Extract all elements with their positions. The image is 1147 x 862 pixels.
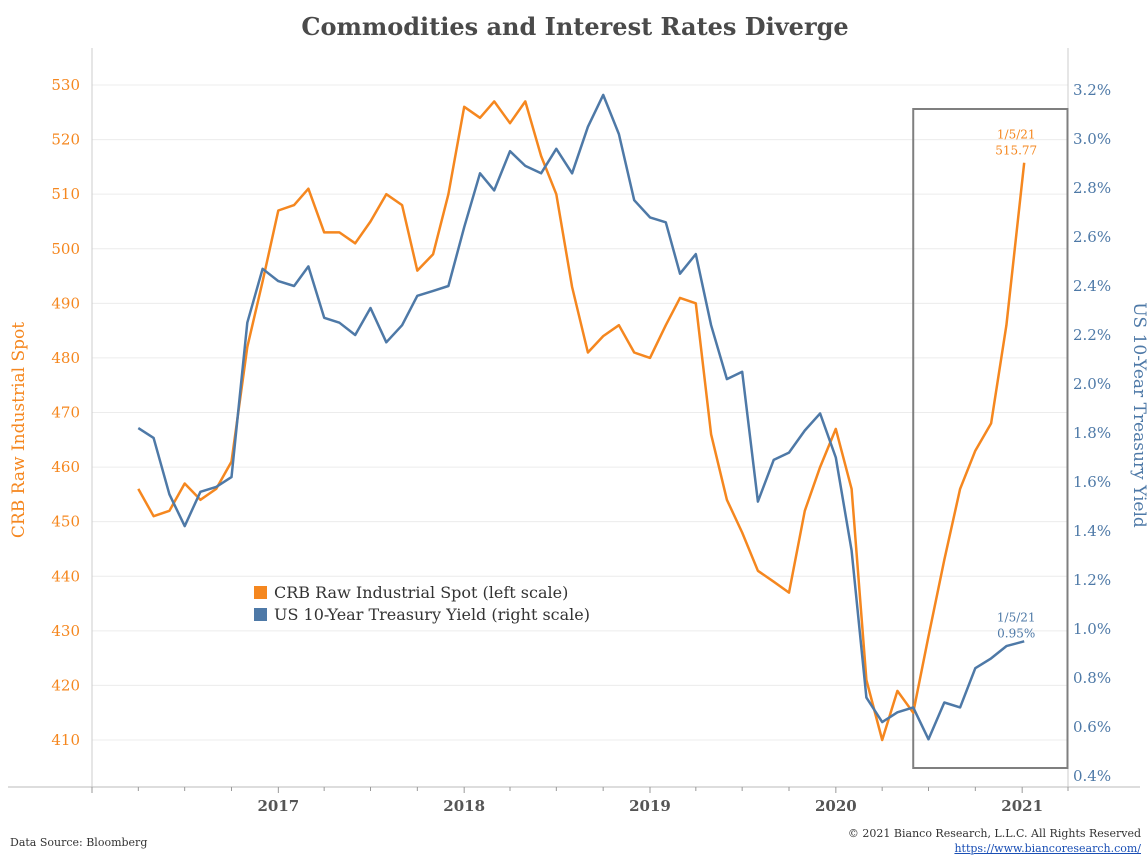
x-tick-label: 2017 (257, 797, 299, 815)
y-right-tick-label: 3.2% (1073, 81, 1111, 99)
highlight-box (912, 108, 1069, 769)
y-left-tick-label: 420 (51, 676, 80, 694)
annotation-date: 1/5/21 (997, 610, 1036, 624)
annotation-date: 1/5/21 (997, 128, 1036, 142)
series-layer (137, 93, 1026, 742)
website-link[interactable]: https://www.biancoresearch.com/ (954, 842, 1141, 855)
annotation-layer: 1/5/21 515.77 1/5/21 0.95% (995, 128, 1037, 641)
annotation-value: 0.95% (997, 626, 1035, 640)
x-tick-label: 2020 (815, 797, 857, 815)
y-right-tick-label: 1.6% (1073, 473, 1111, 491)
treasury-yield-line (137, 93, 1025, 741)
y-left-tick-label: 460 (51, 458, 80, 476)
y-left-tick-label: 520 (51, 131, 80, 149)
legend-swatch (254, 608, 267, 621)
y-left-tick-label: 410 (51, 731, 80, 749)
highlight-box-layer (912, 108, 1069, 769)
y-left-tick-label: 510 (51, 185, 80, 203)
annotation-value: 515.77 (995, 144, 1037, 158)
legend: CRB Raw Industrial Spot (left scale) US 1… (254, 583, 590, 624)
y-right-tick-label: 0.8% (1073, 669, 1111, 687)
y-right-tick-label: 2.0% (1073, 375, 1111, 393)
y-left-tick-label: 480 (51, 349, 80, 367)
y-left-tick-label: 500 (51, 240, 80, 258)
y-right-tick-label: 1.8% (1073, 424, 1111, 442)
legend-entry: US 10-Year Treasury Yield (right scale) (274, 605, 590, 624)
y-right-tick-label: 0.4% (1073, 767, 1111, 785)
y-right-tick-label: 1.4% (1073, 522, 1111, 540)
y-left-tick-label: 440 (51, 567, 80, 585)
y-left-tick-label: 530 (51, 76, 80, 94)
website-link-wrap: https://www.biancoresearch.com/ (954, 842, 1141, 855)
y-right-tick-label: 1.0% (1073, 620, 1111, 638)
x-tick-label: 2018 (443, 797, 485, 815)
y-axis-right-label: US 10-Year Treasury Yield (1129, 302, 1147, 528)
legend-swatch (254, 586, 267, 599)
legend-entry: CRB Raw Industrial Spot (left scale) (274, 583, 568, 602)
crb-raw-industrial-line (137, 100, 1026, 742)
x-tick-label: 2019 (629, 797, 671, 815)
data-source-text: Data Source: Bloomberg (10, 836, 148, 849)
y-left-tick-label: 450 (51, 513, 80, 531)
y-right-tick-label: 3.0% (1073, 130, 1111, 148)
grid (92, 84, 1068, 741)
y-right-tick-label: 2.4% (1073, 277, 1111, 295)
y-axis-left-label: CRB Raw Industrial Spot (9, 322, 29, 538)
x-tick-label: 2021 (1001, 797, 1043, 815)
axes: 410 420 430 440 450 460 470 480 490 500 510 520 530 0… (8, 48, 1140, 815)
chart-title: Commodities and Interest Rates Diverge (301, 12, 848, 41)
copyright-text: © 2021 Bianco Research, L.L.C. All Right… (847, 827, 1141, 840)
y-left-tick-label: 430 (51, 622, 80, 640)
y-left-tick-label: 470 (51, 404, 80, 422)
y-right-tick-label: 0.6% (1073, 718, 1111, 736)
y-right-tick-label: 1.2% (1073, 571, 1111, 589)
y-right-tick-label: 2.2% (1073, 326, 1111, 344)
y-right-tick-label: 2.6% (1073, 228, 1111, 246)
y-left-tick-label: 490 (51, 294, 80, 312)
y-right-tick-label: 2.8% (1073, 179, 1111, 197)
